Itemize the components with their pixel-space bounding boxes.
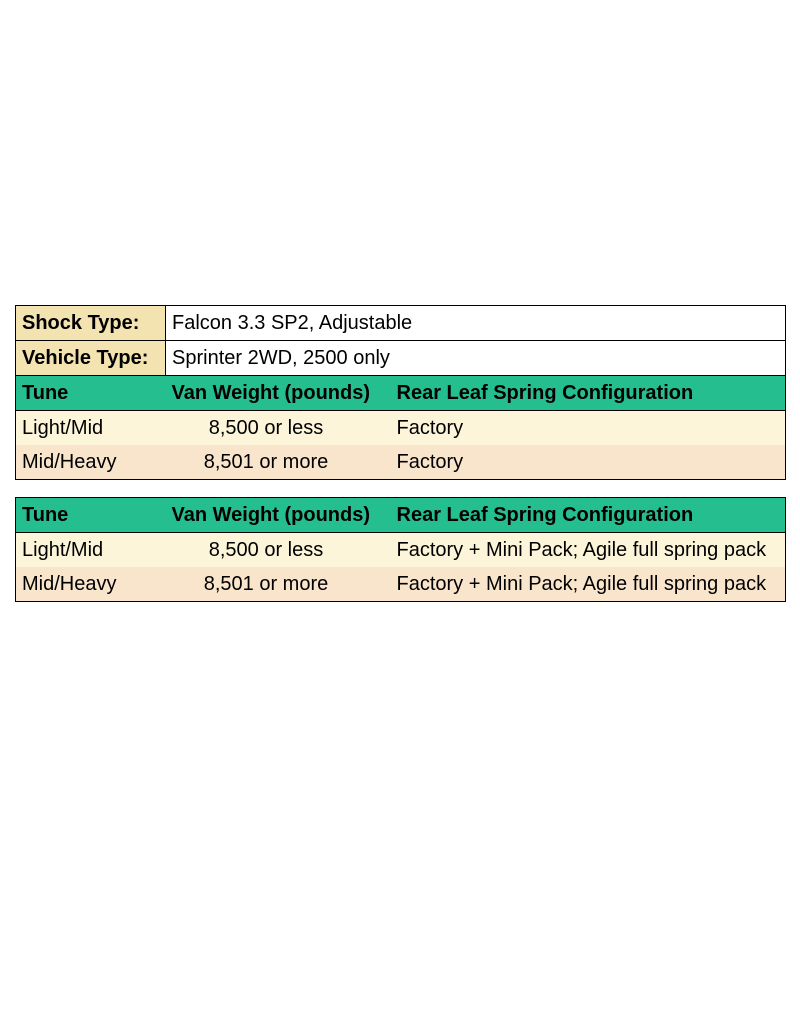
cell-tune: Light/Mid (16, 411, 166, 446)
group2-header-row: Tune Van Weight (pounds) Rear Leaf Sprin… (16, 498, 786, 533)
cell-config: Factory (391, 445, 786, 480)
cell-weight: 8,501 or more (166, 445, 391, 480)
vehicle-type-label: Vehicle Type: (16, 341, 166, 376)
group1-header-row: Tune Van Weight (pounds) Rear Leaf Sprin… (16, 376, 786, 411)
group2-row: Mid/Heavy 8,501 or more Factory + Mini P… (16, 567, 786, 602)
group-gap (16, 480, 786, 498)
cell-config: Factory (391, 411, 786, 446)
cell-config: Factory + Mini Pack; Agile full spring p… (391, 567, 786, 602)
shock-type-label: Shock Type: (16, 306, 166, 341)
cell-weight: 8,500 or less (166, 533, 391, 568)
spec-table: Shock Type: Falcon 3.3 SP2, Adjustable V… (15, 305, 786, 602)
cell-weight: 8,500 or less (166, 411, 391, 446)
vehicle-type-value: Sprinter 2WD, 2500 only (166, 341, 786, 376)
cell-weight: 8,501 or more (166, 567, 391, 602)
col-tune-header: Tune (16, 498, 166, 533)
cell-tune: Mid/Heavy (16, 567, 166, 602)
col-weight-header: Van Weight (pounds) (166, 376, 391, 411)
group1-row: Mid/Heavy 8,501 or more Factory (16, 445, 786, 480)
shock-type-value: Falcon 3.3 SP2, Adjustable (166, 306, 786, 341)
col-tune-header: Tune (16, 376, 166, 411)
info-row-shock-type: Shock Type: Falcon 3.3 SP2, Adjustable (16, 306, 786, 341)
group1-row: Light/Mid 8,500 or less Factory (16, 411, 786, 446)
spec-table-container: Shock Type: Falcon 3.3 SP2, Adjustable V… (15, 305, 785, 602)
col-config-header: Rear Leaf Spring Configuration (391, 498, 786, 533)
group2-row: Light/Mid 8,500 or less Factory + Mini P… (16, 533, 786, 568)
col-weight-header: Van Weight (pounds) (166, 498, 391, 533)
cell-config: Factory + Mini Pack; Agile full spring p… (391, 533, 786, 568)
info-row-vehicle-type: Vehicle Type: Sprinter 2WD, 2500 only (16, 341, 786, 376)
cell-tune: Mid/Heavy (16, 445, 166, 480)
col-config-header: Rear Leaf Spring Configuration (391, 376, 786, 411)
cell-tune: Light/Mid (16, 533, 166, 568)
